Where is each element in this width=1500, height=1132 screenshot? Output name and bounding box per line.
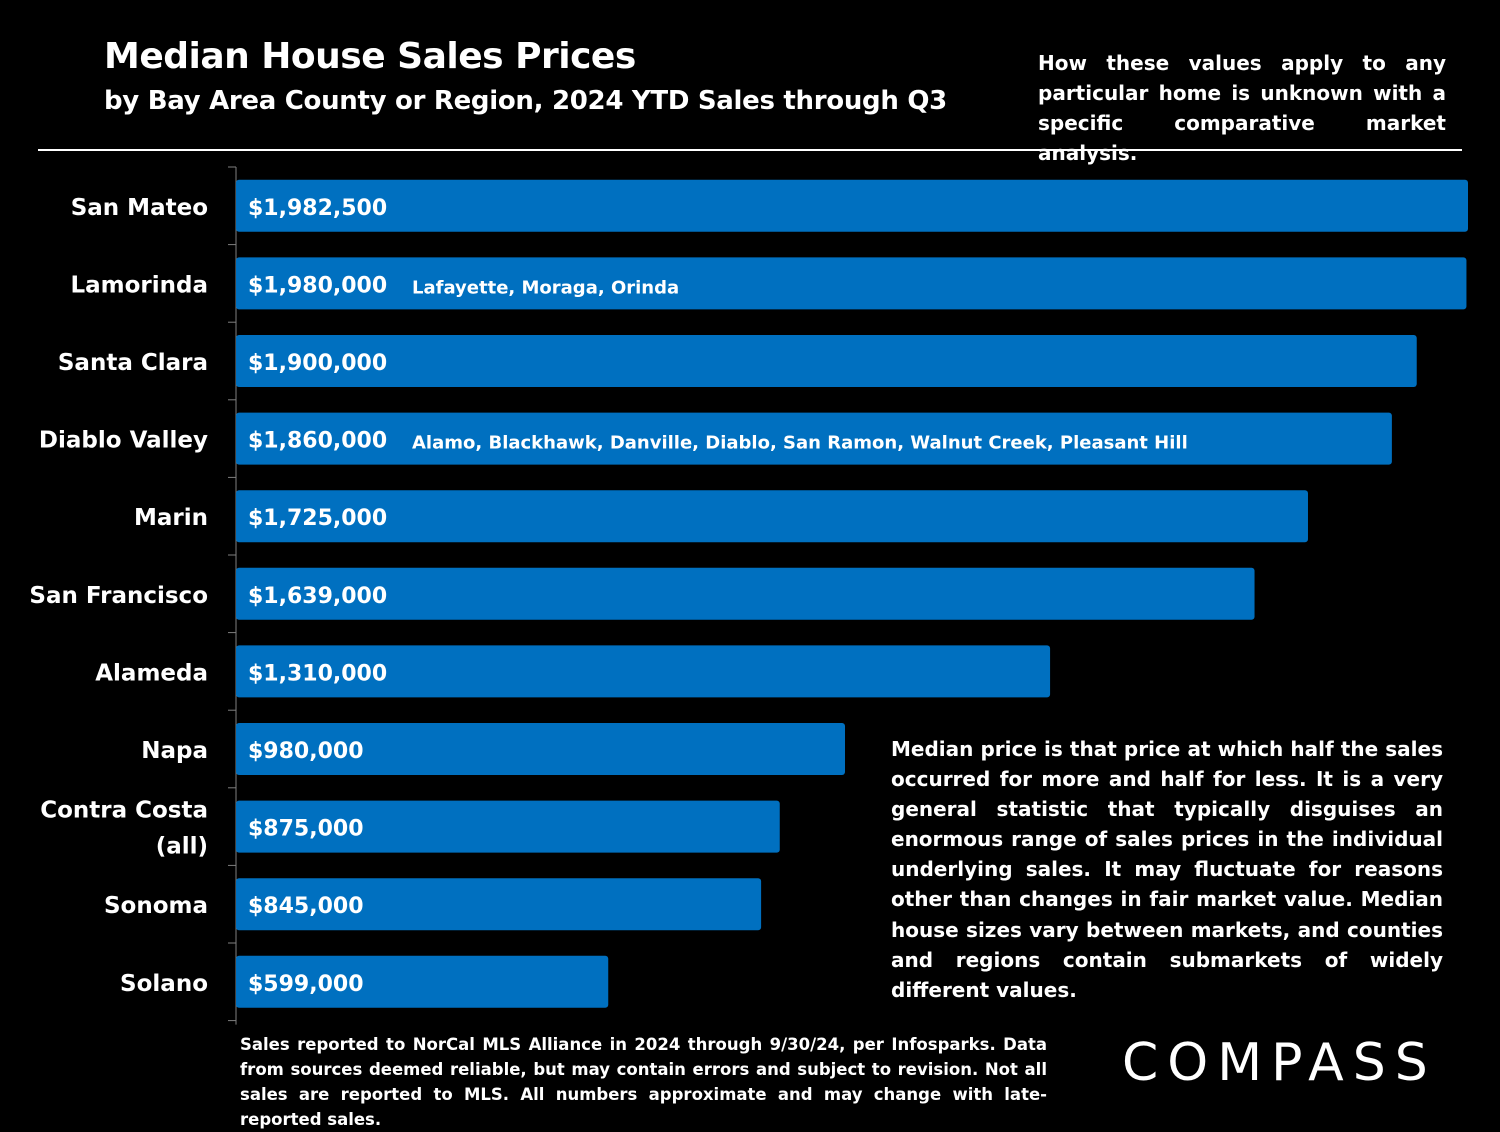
bar xyxy=(236,723,846,775)
category-label: San Mateo xyxy=(71,195,208,221)
category-label: Diablo Valley xyxy=(39,428,208,454)
disclaimer-note: How these values apply to any particular… xyxy=(1038,51,1446,165)
bar-value-label: $1,980,000 xyxy=(248,273,387,298)
category-label: Napa xyxy=(141,738,208,764)
header-divider xyxy=(38,149,1462,151)
bar xyxy=(236,257,1467,310)
bar-value-label: $1,639,000 xyxy=(248,584,387,609)
median-explanation-note: Median price is that price at which half… xyxy=(891,737,1443,1002)
bar xyxy=(236,567,1255,620)
category-label: Alameda xyxy=(95,660,208,686)
category-label: Solano xyxy=(120,971,208,997)
bar xyxy=(236,490,1308,543)
bar-value-label: $1,860,000 xyxy=(248,429,387,454)
bar-value-label: $1,900,000 xyxy=(248,351,387,376)
bar xyxy=(236,955,609,1008)
bar-annotation: Alamo, Blackhawk, Danville, Diablo, San … xyxy=(412,433,1188,454)
chart-subtitle: by Bay Area County or Region, 2024 YTD S… xyxy=(104,86,947,116)
category-label: Sonoma xyxy=(104,893,208,919)
category-label: Marin xyxy=(134,505,208,531)
category-label: Contra Costa xyxy=(40,798,208,824)
bar-value-label: $875,000 xyxy=(248,817,364,842)
bar-value-label: $845,000 xyxy=(248,894,364,919)
bar-value-label: $980,000 xyxy=(248,739,364,764)
bar-value-label: $599,000 xyxy=(248,972,364,997)
bar-value-label: $1,982,500 xyxy=(248,196,387,221)
category-label: Santa Clara xyxy=(58,350,208,376)
category-label: San Francisco xyxy=(29,583,208,609)
bar xyxy=(236,800,780,853)
bar-value-label: $1,725,000 xyxy=(248,506,387,531)
bar xyxy=(236,335,1417,387)
compass-logo: COMPASS xyxy=(1122,1033,1437,1093)
bar-annotation: Lafayette, Moraga, Orinda xyxy=(412,277,679,298)
bar xyxy=(236,412,1392,465)
bar xyxy=(236,878,762,931)
category-label: Lamorinda xyxy=(70,272,208,298)
category-label: (all) xyxy=(156,834,208,860)
bar-value-label: $1,310,000 xyxy=(248,661,387,686)
bar xyxy=(236,179,1468,232)
chart-title: Median House Sales Prices xyxy=(104,36,636,77)
bar xyxy=(236,645,1051,698)
source-footnote: Sales reported to NorCal MLS Alliance in… xyxy=(240,1035,1047,1129)
